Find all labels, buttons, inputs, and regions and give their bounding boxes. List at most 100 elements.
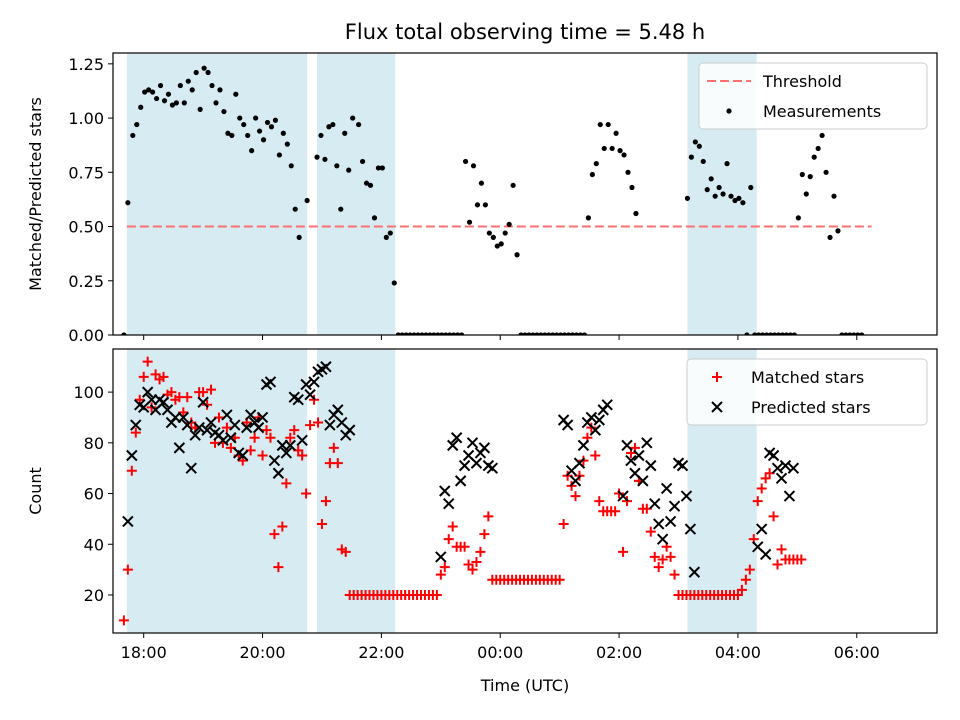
measurement-point bbox=[245, 132, 251, 139]
measurement-point bbox=[375, 165, 382, 171]
matched-star-marker bbox=[273, 562, 284, 573]
measurement-point bbox=[542, 332, 548, 335]
measurement-point bbox=[514, 252, 520, 258]
measurement-point bbox=[724, 161, 730, 167]
predicted-star-marker bbox=[593, 414, 605, 426]
measurement-point bbox=[130, 132, 136, 139]
y-tick-label: 20 bbox=[84, 586, 104, 605]
legend-box bbox=[686, 358, 928, 426]
predicted-star-marker bbox=[320, 361, 332, 373]
measurement-point bbox=[150, 89, 156, 95]
measurement-point bbox=[466, 219, 473, 225]
predicted-star-marker bbox=[486, 462, 499, 474]
predicted-star-marker bbox=[296, 434, 308, 446]
matched-star-marker bbox=[756, 483, 767, 494]
measurement-point bbox=[783, 332, 790, 335]
measurement-point bbox=[621, 152, 627, 158]
predicted-star-marker bbox=[324, 419, 336, 431]
measurement-point bbox=[787, 332, 794, 335]
measurement-point bbox=[157, 82, 164, 89]
matched-star-marker bbox=[166, 387, 177, 398]
measurement-point bbox=[237, 115, 243, 121]
measurement-point bbox=[197, 106, 203, 112]
matched-star-marker bbox=[269, 529, 280, 540]
measurement-point bbox=[272, 117, 279, 123]
matched-star-marker bbox=[265, 432, 276, 443]
predicted-star-marker bbox=[759, 548, 772, 561]
measurement-point bbox=[629, 184, 635, 191]
predicted-star-marker bbox=[668, 500, 681, 512]
measurement-point bbox=[597, 121, 603, 128]
matched-star-marker bbox=[202, 399, 213, 410]
predicted-star-marker bbox=[181, 419, 193, 431]
matched-star-marker bbox=[289, 425, 300, 436]
matched-star-marker bbox=[471, 557, 482, 567]
predicted-star-marker bbox=[130, 419, 142, 431]
matched-star-marker bbox=[447, 521, 458, 532]
measurement-point bbox=[506, 221, 512, 227]
measurement-point bbox=[256, 128, 263, 134]
matched-star-marker bbox=[578, 455, 589, 466]
measurement-point bbox=[577, 332, 584, 335]
measurement-point bbox=[490, 234, 496, 240]
measurement-point bbox=[350, 115, 356, 121]
matched-star-marker bbox=[146, 402, 157, 413]
predicted-star-marker bbox=[561, 419, 574, 431]
shaded-interval bbox=[317, 349, 396, 633]
measurement-point bbox=[775, 332, 782, 335]
matched-star-marker bbox=[221, 422, 232, 433]
measurement-point bbox=[415, 332, 421, 335]
measurement-point bbox=[146, 87, 152, 93]
x-tick-label: 20:00 bbox=[239, 643, 285, 662]
measurement-point bbox=[213, 100, 219, 106]
matched-star-marker bbox=[744, 564, 755, 575]
measurement-point bbox=[356, 121, 362, 128]
measurement-point bbox=[752, 332, 758, 335]
measurement-point bbox=[169, 102, 176, 108]
matched-star-marker bbox=[614, 488, 625, 499]
measurement-point bbox=[407, 332, 413, 335]
predicted-star-marker bbox=[478, 442, 491, 454]
measurement-point bbox=[451, 332, 457, 335]
measurement-point bbox=[395, 332, 401, 335]
measurement-point bbox=[387, 230, 393, 236]
measurement-point bbox=[704, 187, 710, 193]
measurement-point bbox=[225, 130, 231, 136]
x-axis-label: Time (UTC) bbox=[480, 676, 569, 695]
x-tick-label: 00:00 bbox=[477, 643, 523, 662]
measurement-point bbox=[530, 332, 536, 335]
measurement-point bbox=[831, 193, 837, 199]
predicted-star-marker bbox=[205, 416, 217, 429]
matched-star-marker bbox=[285, 432, 296, 443]
measurement-point bbox=[700, 158, 706, 165]
matched-star-marker bbox=[772, 559, 783, 570]
measurement-point bbox=[161, 98, 168, 104]
measurement-point bbox=[411, 332, 417, 335]
measurement-point bbox=[779, 332, 786, 335]
matched-star-marker bbox=[332, 458, 343, 469]
matched-star-marker bbox=[130, 427, 141, 438]
matched-star-marker bbox=[281, 478, 292, 489]
matched-star-marker bbox=[138, 371, 149, 382]
measurement-point bbox=[771, 332, 778, 335]
measurement-point bbox=[486, 230, 492, 236]
predicted-star-marker bbox=[589, 424, 602, 436]
measurement-point bbox=[609, 145, 615, 152]
predicted-star-marker bbox=[443, 497, 455, 510]
measurement-point bbox=[359, 158, 366, 165]
measurement-point bbox=[605, 121, 611, 128]
y-axis-label: Matched/Predicted stars bbox=[26, 97, 45, 291]
measurement-point bbox=[391, 280, 397, 286]
predicted-star-marker bbox=[439, 485, 451, 497]
predicted-star-marker bbox=[771, 462, 784, 474]
measurement-point bbox=[121, 332, 127, 335]
measurement-point bbox=[791, 332, 797, 335]
measurement-point bbox=[720, 191, 726, 197]
measurement-point bbox=[284, 141, 290, 147]
measurement-point bbox=[617, 148, 623, 154]
matched-star-marker bbox=[126, 465, 137, 476]
measurement-point bbox=[177, 82, 183, 89]
matched-star-marker bbox=[570, 491, 581, 502]
predicted-star-marker bbox=[470, 457, 483, 469]
legend: Matched stars Predicted stars bbox=[686, 358, 928, 426]
